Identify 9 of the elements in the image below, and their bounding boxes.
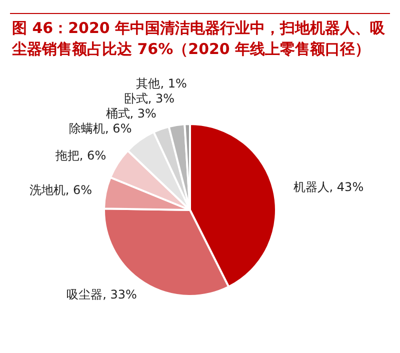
- slice-label: 拖把, 6%: [54, 148, 106, 163]
- slice-label: 洗地机, 6%: [29, 182, 92, 197]
- chart-title: 图 46：2020 年中国清洁电器行业中，扫地机器人、吸尘器销售额占比达 76%（2020 年线上零售额口径）: [11, 18, 386, 60]
- slice-label: 卧式, 3%: [124, 92, 175, 106]
- slice-label: 吸尘器, 33%: [66, 288, 137, 302]
- slice-label: 桶式, 3%: [106, 106, 156, 121]
- slice-label: 机器人, 43%: [293, 180, 364, 194]
- slice-label: 其他, 1%: [136, 76, 187, 91]
- slice-label: 除螨机, 6%: [69, 122, 132, 136]
